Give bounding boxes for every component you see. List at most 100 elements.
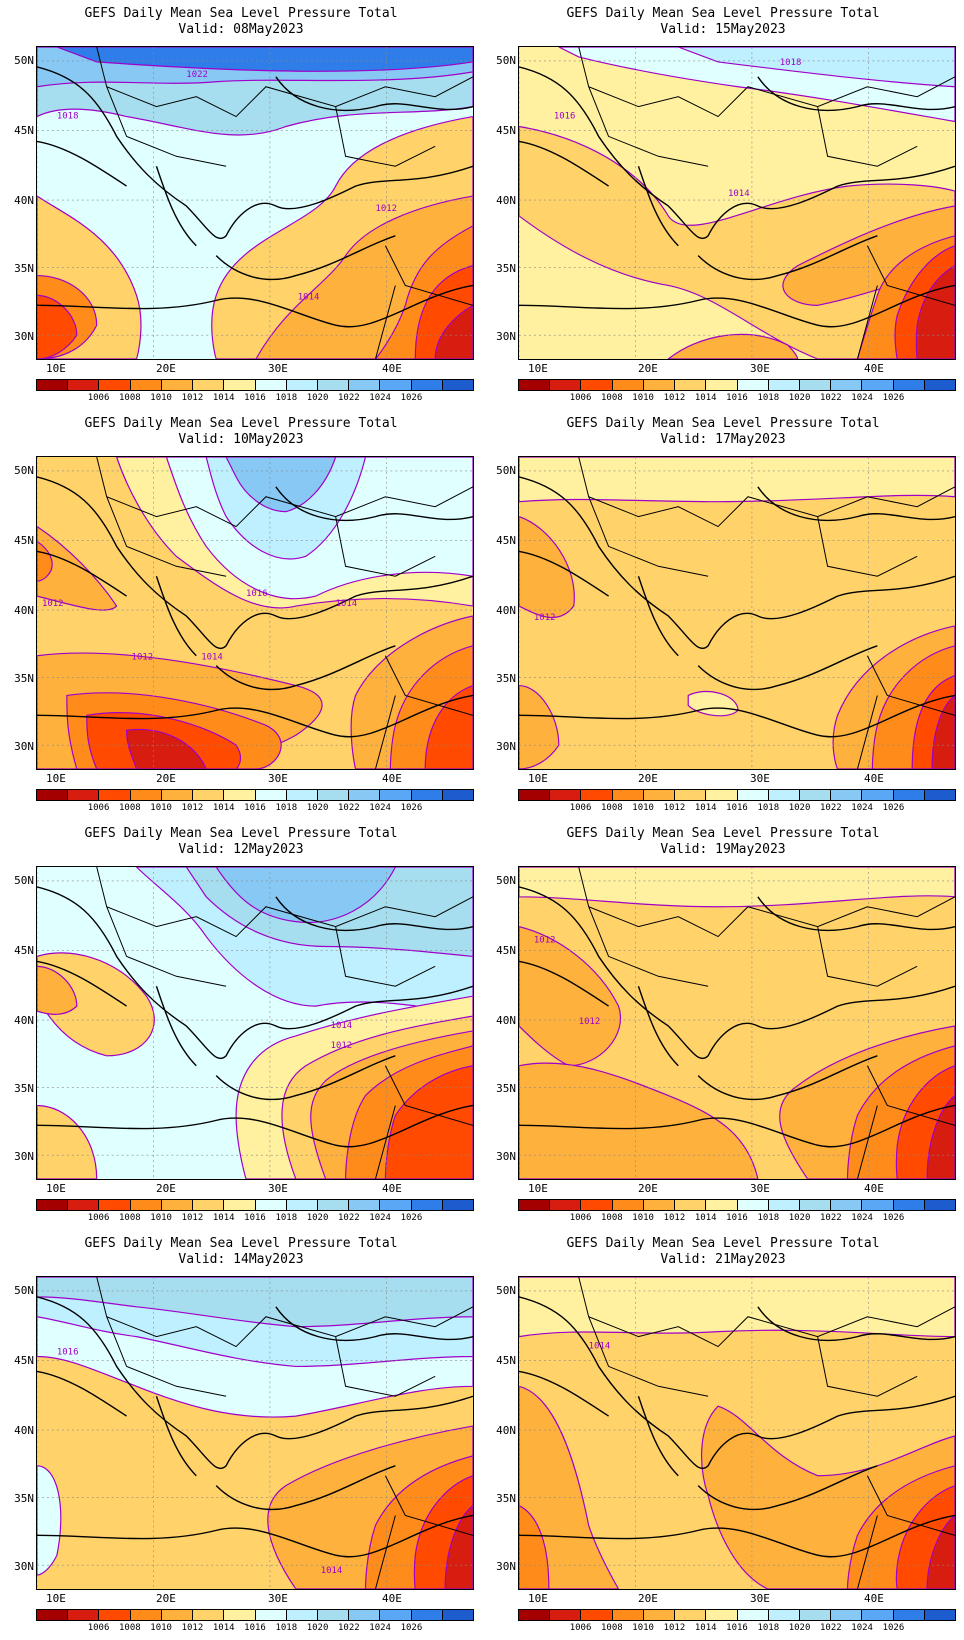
colorbar-label: 1018 (275, 1623, 298, 1633)
colorbar-label: 1024 (369, 393, 391, 403)
colorbar-swatch (255, 1200, 287, 1210)
panel-title: GEFS Daily Mean Sea Level Pressure Total (84, 6, 398, 21)
lon-tick-label: 20E (638, 362, 658, 375)
colorbar-label: 1018 (275, 393, 298, 403)
colorbar-label: 1026 (400, 1213, 423, 1223)
panel-valid-date: Valid: 14May2023 (178, 1252, 304, 1267)
colorbar-swatch (68, 380, 100, 390)
lat-tick-label: 50N (14, 874, 34, 887)
contour-label: 1016 (554, 112, 576, 122)
colorbar-swatch (99, 790, 131, 800)
colorbar-label: 1016 (244, 1623, 266, 1633)
coastline (37, 886, 473, 1148)
colorbar-label: 1022 (338, 393, 360, 403)
colorbar-swatch (737, 1610, 769, 1620)
lat-tick-label: 40N (14, 604, 34, 617)
map-panel: GEFS Daily Mean Sea Level Pressure Total… (482, 410, 964, 820)
colorbar-label: 1026 (882, 1623, 905, 1633)
contour-label: 1022 (186, 70, 208, 80)
colorbar-label: 1026 (400, 393, 423, 403)
pressure-contour-fill (225, 457, 337, 513)
colorbar-label: 1006 (87, 393, 110, 403)
pressure-contour-fill (915, 264, 955, 359)
map-panel: GEFS Daily Mean Sea Level Pressure Total… (0, 1230, 482, 1640)
lat-tick-label: 30N (14, 1150, 34, 1163)
panel-valid-date: Valid: 21May2023 (660, 1252, 786, 1267)
panel-valid-date: Valid: 19May2023 (660, 842, 786, 857)
colorbar-swatch (193, 1610, 225, 1620)
lat-tick-label: 30N (496, 330, 516, 343)
panel-valid-date: Valid: 08May2023 (178, 22, 304, 37)
colorbar-swatch (130, 790, 162, 800)
contour-label: 1016 (57, 1348, 79, 1358)
colorbar-label: 1012 (181, 1623, 204, 1633)
colorbar-swatch (317, 790, 350, 800)
lon-tick-label: 40E (864, 772, 884, 785)
contour-label: 1014 (589, 1342, 611, 1352)
map-panel: GEFS Daily Mean Sea Level Pressure Total… (482, 1230, 964, 1640)
colorbar-swatch (643, 1200, 676, 1210)
lat-tick-label: 30N (14, 1560, 34, 1573)
pressure-contour-fill (519, 457, 955, 769)
lat-tick-label: 50N (14, 1284, 34, 1297)
pressure-contour-fill (384, 1065, 473, 1179)
colorbar-swatch (924, 790, 956, 800)
lon-tick-label: 10E (528, 772, 548, 785)
colorbar-swatch (768, 380, 800, 390)
lon-tick-label: 30E (750, 362, 770, 375)
colorbar-swatch (161, 790, 194, 800)
coastline (37, 1296, 473, 1558)
pressure-contour-fill (667, 333, 799, 359)
colorbar-label: 1012 (663, 1623, 686, 1633)
lat-tick-label: 50N (496, 874, 516, 887)
colorbar (518, 379, 956, 391)
colorbar-swatch (37, 790, 69, 800)
pressure-contour-fill (37, 1277, 473, 1328)
lat-tick-label: 30N (496, 740, 516, 753)
lat-tick-label: 40N (496, 1424, 516, 1437)
colorbar-label: 1006 (87, 1623, 110, 1633)
colorbar-swatch (286, 790, 318, 800)
pressure-contour-fill (37, 525, 118, 611)
lat-tick-label: 35N (496, 262, 516, 275)
panel-title: GEFS Daily Mean Sea Level Pressure Total (84, 416, 398, 431)
colorbar-label: 1020 (306, 803, 329, 813)
colorbar-swatch (224, 790, 256, 800)
pressure-contour-fill (519, 1277, 955, 1338)
contour-label: 1012 (375, 204, 397, 214)
colorbar-swatch (317, 380, 350, 390)
colorbar-swatch (411, 380, 443, 390)
colorbar-swatch (581, 380, 613, 390)
colorbar-swatch (550, 1200, 582, 1210)
lat-tick-label: 35N (14, 1082, 34, 1095)
colorbar-label: 1014 (212, 1623, 235, 1633)
country-borders (96, 47, 473, 359)
colorbar-swatch (706, 790, 738, 800)
colorbar-swatch (737, 790, 769, 800)
colorbar-label: 1008 (119, 1213, 141, 1223)
colorbar-label: 1024 (851, 1213, 873, 1223)
lon-tick-label: 10E (46, 1592, 66, 1605)
colorbar-swatch (706, 380, 738, 390)
colorbar-swatch (612, 1610, 644, 1620)
colorbar-swatch (130, 1200, 162, 1210)
lat-tick-label: 50N (14, 464, 34, 477)
colorbar-label: 1010 (150, 1623, 172, 1633)
pressure-contour-fill (926, 1514, 955, 1589)
lon-tick-label: 10E (46, 362, 66, 375)
colorbar-label: 1016 (726, 1623, 748, 1633)
pressure-map: 1014 1012 (36, 866, 474, 1180)
colorbar-label: 1026 (882, 803, 905, 813)
map-panel: GEFS Daily Mean Sea Level Pressure Total… (0, 0, 482, 410)
panel-valid-date: Valid: 17May2023 (660, 432, 786, 447)
colorbar-swatch (193, 380, 225, 390)
map-panel: GEFS Daily Mean Sea Level Pressure Total… (482, 820, 964, 1230)
colorbar-swatch (68, 790, 100, 800)
colorbar-swatch (317, 1610, 350, 1620)
pressure-contour-fill (424, 684, 473, 769)
pressure-contour-fill (519, 125, 955, 359)
pressure-contour-fill (519, 684, 560, 769)
colorbar-label: 1016 (244, 1213, 266, 1223)
colorbar-swatch (706, 1610, 738, 1620)
colorbar-swatch (99, 1200, 131, 1210)
